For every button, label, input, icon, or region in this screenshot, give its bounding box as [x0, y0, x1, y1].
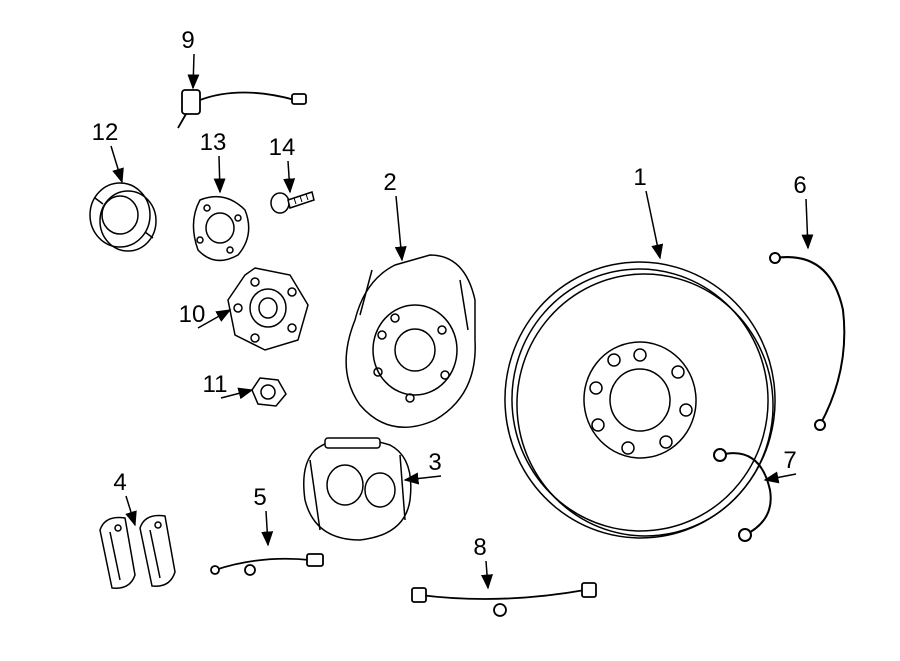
brake-line [412, 583, 596, 616]
hub [228, 268, 308, 350]
caliper [304, 438, 411, 540]
abs-sensor [178, 90, 306, 128]
part-label-8: 8 [473, 534, 486, 561]
brake-rotor [491, 249, 788, 552]
axle-nut [252, 378, 286, 406]
part-label-1: 1 [633, 164, 646, 191]
callout-arrow-14 [288, 161, 290, 192]
callout-arrow-9 [193, 54, 194, 88]
part-label-6: 6 [793, 172, 806, 199]
bolt [271, 192, 314, 213]
part-label-5: 5 [253, 484, 266, 511]
part-label-2: 2 [383, 169, 396, 196]
part-label-12: 12 [92, 119, 119, 146]
part-label-14: 14 [269, 134, 296, 161]
part-label-4: 4 [113, 469, 126, 496]
callout-arrow-2 [396, 196, 402, 260]
brake-hose [770, 253, 844, 430]
callout-arrow-1 [646, 191, 660, 258]
part-label-9: 9 [181, 27, 194, 54]
callout-arrow-8 [486, 561, 488, 588]
brake-pads [100, 516, 175, 589]
callout-arrow-6 [806, 199, 808, 248]
splash-shield [346, 255, 475, 427]
part-label-7: 7 [783, 447, 796, 474]
part-label-13: 13 [200, 129, 227, 156]
callout-arrow-7 [765, 474, 796, 480]
part-label-3: 3 [428, 449, 441, 476]
part-label-10: 10 [179, 301, 206, 328]
bracket [714, 449, 771, 541]
bearing [90, 183, 156, 251]
callout-arrow-5 [266, 511, 268, 545]
callout-arrow-13 [219, 156, 220, 192]
parts-diagram: 1234567891011121314 [0, 0, 900, 661]
flange [193, 197, 248, 261]
callout-arrow-12 [111, 146, 122, 182]
part-label-11: 11 [203, 371, 228, 398]
callout-arrow-4 [126, 496, 135, 525]
wear-sensor [211, 554, 323, 575]
